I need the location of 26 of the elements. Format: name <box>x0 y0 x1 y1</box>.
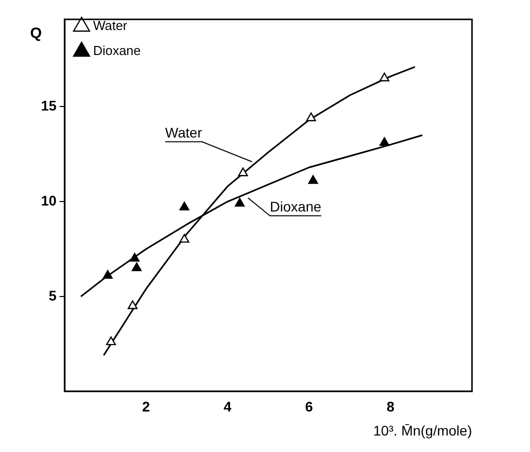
point <box>128 300 138 310</box>
point <box>306 112 316 122</box>
point <box>130 252 140 262</box>
x-tick-label: 2 <box>142 398 150 415</box>
point <box>379 72 390 82</box>
point <box>132 262 142 272</box>
y-tick-label: 5 <box>48 287 57 304</box>
legend-label: Water <box>93 18 128 34</box>
annotation: Water <box>165 124 202 141</box>
y-tick-label: 15 <box>40 98 57 114</box>
annotation: Dioxane <box>270 198 322 215</box>
x-tick-label: 4 <box>224 398 232 415</box>
y-axis-title: Q <box>30 25 42 42</box>
legend-label: Dioxane <box>93 43 141 58</box>
point <box>234 198 245 207</box>
point <box>102 270 113 279</box>
y-tick-label: 10 <box>40 192 57 208</box>
x-axis-title: 10³. M̄n(g/mole) <box>373 422 472 438</box>
point <box>179 202 190 210</box>
x-tick-label: 6 <box>305 398 314 415</box>
point <box>106 336 116 346</box>
point <box>308 175 318 184</box>
point <box>238 168 248 176</box>
point <box>379 137 390 146</box>
point <box>179 234 190 243</box>
x-tick-label: 8 <box>386 398 395 415</box>
